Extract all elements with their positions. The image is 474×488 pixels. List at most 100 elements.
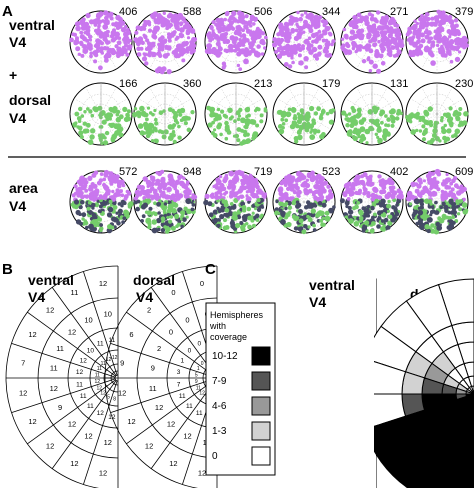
grid-cell-value: 0: [201, 361, 204, 367]
grid-cell-value: 12: [169, 459, 177, 468]
coverage-dot: [314, 175, 320, 180]
polar-grid-spoke: [277, 98, 305, 115]
coverage-dot: [186, 200, 191, 205]
grid-cell-value: 12: [167, 420, 175, 429]
coverage-dot: [237, 24, 241, 29]
legend-items: 10-12 7-9 4-6 1-3 0: [212, 346, 271, 466]
grid-cell-value: 5: [107, 395, 110, 401]
coverage-dot: [180, 210, 186, 216]
coverage-dot: [207, 122, 213, 128]
coverage-dot: [105, 29, 110, 34]
coverage-dot: [89, 226, 95, 232]
coverage-dot: [296, 10, 300, 15]
grid-cell-value: 11: [95, 373, 100, 379]
coverage-dot: [387, 220, 393, 226]
coverage-dot: [441, 201, 446, 206]
coverage-dot: [434, 15, 439, 19]
coverage-cell: [334, 436, 360, 462]
coverage-dot: [410, 25, 415, 30]
coverage-dot: [213, 128, 217, 132]
coverage-dot: [442, 190, 448, 196]
legend-item: 0: [212, 446, 271, 466]
coverage-dot: [162, 186, 167, 191]
coverage-dot: [132, 112, 138, 118]
coverage-dot: [208, 212, 214, 218]
coverage-dot: [418, 129, 423, 133]
coverage-dot: [448, 216, 452, 220]
coverage-dot: [280, 219, 286, 225]
coverage-dot: [146, 210, 152, 216]
coverage-dot: [133, 196, 139, 201]
coverage-dot: [301, 229, 307, 235]
coverage-dot: [145, 38, 150, 43]
coverage-dot: [179, 33, 185, 39]
coverage-dot: [215, 17, 221, 24]
coverage-dot: [456, 212, 461, 216]
coverage-dot: [321, 202, 327, 208]
coverage-dot: [436, 26, 442, 33]
grid-cell-value: 2: [147, 306, 151, 315]
coverage-dot: [341, 110, 347, 116]
coverage-cell: [350, 368, 365, 383]
coverage-dot: [290, 123, 296, 130]
coverage-dot: [424, 45, 430, 51]
coverage-dot: [228, 20, 234, 26]
coverage-dot: [377, 174, 382, 179]
coverage-dot: [310, 170, 315, 176]
coverage-dot: [245, 222, 249, 226]
coverage-dot: [239, 12, 244, 17]
coverage-dot: [211, 192, 215, 196]
row-area-label-line1: area: [9, 180, 38, 196]
coverage-dot: [246, 206, 252, 212]
coverage-dot: [251, 211, 255, 215]
coverage-dot: [395, 46, 400, 51]
coverage-dot: [361, 136, 367, 141]
coverage-dot: [455, 199, 460, 203]
coverage-dot: [109, 181, 114, 186]
coverage-dot: [410, 181, 417, 188]
coverage-dot: [88, 38, 93, 42]
coverage-dot: [309, 176, 316, 183]
coverage-dot: [451, 46, 457, 51]
coverage-dot: [238, 170, 245, 177]
polar-plot: 271: [340, 6, 408, 74]
coverage-dot: [315, 184, 321, 190]
coverage-dot: [302, 30, 306, 34]
coverage-dot: [216, 124, 222, 130]
coverage-cell: [324, 394, 346, 410]
coverage-dot: [463, 111, 469, 117]
coverage-dot: [366, 34, 372, 40]
coverage-dot: [222, 113, 227, 118]
coverage-dot: [187, 46, 191, 51]
coverage-dot: [167, 195, 172, 200]
coverage-dot: [296, 176, 303, 182]
coverage-dot: [113, 132, 118, 137]
grid-cell-value: 10: [104, 309, 112, 318]
coverage-dot: [128, 201, 134, 207]
count-label: 523: [322, 166, 340, 178]
coverage-dot: [231, 205, 236, 210]
grid-cell-value: 11: [80, 393, 87, 400]
coverage-dot: [462, 209, 468, 215]
coverage-dot: [349, 187, 354, 192]
coverage-dot: [411, 52, 416, 57]
coverage-dot: [183, 19, 187, 24]
polar-grid-spoke: [164, 175, 181, 203]
coverage-dot: [253, 207, 257, 211]
coverage-dot: [451, 134, 455, 139]
polar-grid-spoke: [164, 41, 181, 69]
polar-grid-spoke: [436, 41, 464, 58]
coverage-dot: [344, 50, 349, 56]
coverage-dot: [153, 192, 160, 198]
polar-plot: 360: [132, 78, 201, 146]
coverage-dot: [142, 202, 148, 208]
coverage-dot: [83, 110, 87, 114]
coverage-cell: [346, 400, 362, 413]
coverage-dot: [113, 176, 119, 183]
coverage-dot: [166, 24, 172, 29]
plus-sign: +: [9, 67, 17, 83]
polar-grid-spoke: [209, 98, 237, 115]
coverage-dot: [252, 33, 257, 39]
coverage-dot: [426, 30, 432, 36]
legend-item: 7-9: [212, 371, 271, 391]
